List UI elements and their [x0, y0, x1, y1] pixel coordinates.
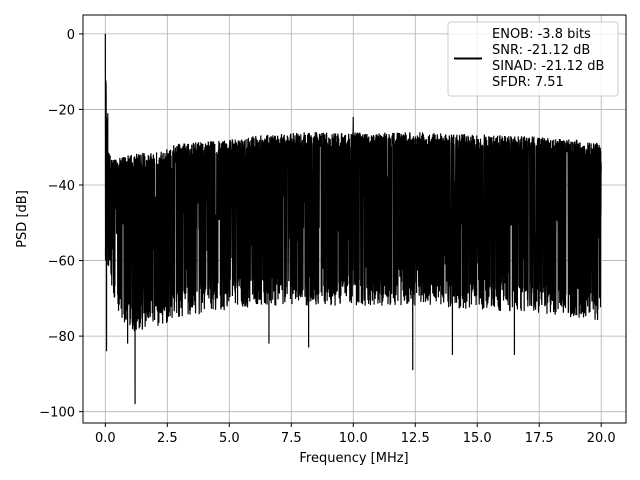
legend-entry-sinad: SINAD: -21.12 dB — [492, 59, 604, 74]
y-tick-label: 0 — [67, 28, 75, 43]
x-axis-label: Frequency [MHz] — [299, 451, 408, 466]
legend-entry-sfdr: SFDR: 7.51 — [492, 75, 564, 90]
x-tick-label: 7.5 — [281, 431, 302, 446]
y-tick-label: −40 — [48, 179, 75, 194]
y-tick-label: −100 — [39, 406, 75, 421]
x-tick-label: 0.0 — [95, 431, 116, 446]
legend-box — [447, 21, 619, 97]
legend: ENOB: -3.8 bits SNR: -21.12 dB SINAD: -2… — [447, 21, 619, 97]
axis-ticks: 0.0 2.5 5.0 7.5 10.0 12.5 15.0 17.5 20.0 0 −20 −40 −… — [39, 28, 615, 446]
x-tick-label: 20.0 — [587, 431, 616, 446]
x-tick-label: 2.5 — [157, 431, 178, 446]
y-axis-label: PSD [dB] — [15, 190, 30, 248]
x-tick-label: 10.0 — [339, 431, 368, 446]
x-tick-label: 12.5 — [401, 431, 430, 446]
y-tick-label: −60 — [48, 255, 75, 270]
x-tick-label: 17.5 — [525, 431, 554, 446]
y-tick-label: −20 — [48, 103, 75, 118]
plot-frame — [82, 14, 627, 424]
psd-line — [104, 33, 602, 405]
legend-entry-enob: ENOB: -3.8 bits — [492, 27, 591, 42]
x-tick-label: 5.0 — [219, 431, 240, 446]
y-tick-label: −80 — [48, 330, 75, 345]
psd-series — [104, 33, 602, 405]
legend-entry-snr: SNR: -21.12 dB — [492, 43, 590, 58]
x-tick-label: 15.0 — [463, 431, 492, 446]
